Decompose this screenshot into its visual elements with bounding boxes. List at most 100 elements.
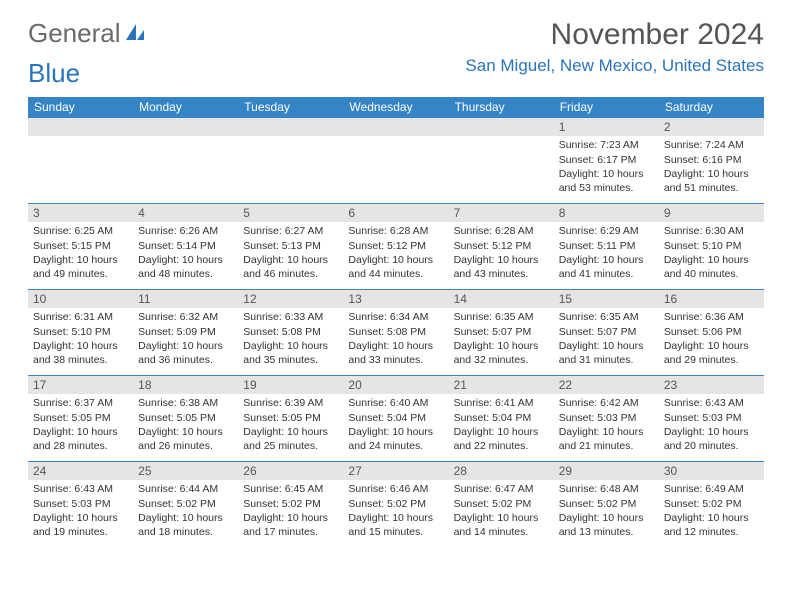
calendar-cell: 8Sunrise: 6:29 AMSunset: 5:11 PMDaylight… bbox=[554, 204, 659, 290]
day-number: 27 bbox=[343, 462, 448, 480]
weekday-header: Friday bbox=[554, 97, 659, 118]
day-number: 4 bbox=[133, 204, 238, 222]
location-subtitle: San Miguel, New Mexico, United States bbox=[465, 56, 764, 76]
day-data: Sunrise: 6:36 AMSunset: 5:06 PMDaylight:… bbox=[659, 308, 764, 369]
weekday-header: Thursday bbox=[449, 97, 554, 118]
day-number: 1 bbox=[554, 118, 659, 136]
calendar-cell: 14Sunrise: 6:35 AMSunset: 5:07 PMDayligh… bbox=[449, 290, 554, 376]
day-number: 20 bbox=[343, 376, 448, 394]
calendar-cell: 29Sunrise: 6:48 AMSunset: 5:02 PMDayligh… bbox=[554, 462, 659, 548]
calendar-row: 1Sunrise: 7:23 AMSunset: 6:17 PMDaylight… bbox=[28, 118, 764, 204]
day-data: Sunrise: 6:41 AMSunset: 5:04 PMDaylight:… bbox=[449, 394, 554, 455]
day-data: Sunrise: 6:45 AMSunset: 5:02 PMDaylight:… bbox=[238, 480, 343, 541]
calendar-cell: 16Sunrise: 6:36 AMSunset: 5:06 PMDayligh… bbox=[659, 290, 764, 376]
day-data: Sunrise: 6:43 AMSunset: 5:03 PMDaylight:… bbox=[28, 480, 133, 541]
day-number: 10 bbox=[28, 290, 133, 308]
day-number: 23 bbox=[659, 376, 764, 394]
weekday-header: Sunday bbox=[28, 97, 133, 118]
weekday-header: Monday bbox=[133, 97, 238, 118]
month-title: November 2024 bbox=[465, 18, 764, 52]
day-data: Sunrise: 6:35 AMSunset: 5:07 PMDaylight:… bbox=[449, 308, 554, 369]
day-data: Sunrise: 6:28 AMSunset: 5:12 PMDaylight:… bbox=[449, 222, 554, 283]
day-number: 6 bbox=[343, 204, 448, 222]
weekday-header: Wednesday bbox=[343, 97, 448, 118]
day-data: Sunrise: 6:49 AMSunset: 5:02 PMDaylight:… bbox=[659, 480, 764, 541]
calendar-cell bbox=[238, 118, 343, 204]
day-number: 14 bbox=[449, 290, 554, 308]
title-block: November 2024 San Miguel, New Mexico, Un… bbox=[465, 18, 764, 76]
calendar-cell: 20Sunrise: 6:40 AMSunset: 5:04 PMDayligh… bbox=[343, 376, 448, 462]
day-number-empty bbox=[28, 118, 133, 136]
day-number: 11 bbox=[133, 290, 238, 308]
day-data: Sunrise: 6:48 AMSunset: 5:02 PMDaylight:… bbox=[554, 480, 659, 541]
day-number: 24 bbox=[28, 462, 133, 480]
day-data: Sunrise: 6:30 AMSunset: 5:10 PMDaylight:… bbox=[659, 222, 764, 283]
day-number-empty bbox=[343, 118, 448, 136]
day-number: 15 bbox=[554, 290, 659, 308]
day-number: 2 bbox=[659, 118, 764, 136]
calendar-cell: 2Sunrise: 7:24 AMSunset: 6:16 PMDaylight… bbox=[659, 118, 764, 204]
calendar-cell: 26Sunrise: 6:45 AMSunset: 5:02 PMDayligh… bbox=[238, 462, 343, 548]
calendar-row: 17Sunrise: 6:37 AMSunset: 5:05 PMDayligh… bbox=[28, 376, 764, 462]
day-data: Sunrise: 6:27 AMSunset: 5:13 PMDaylight:… bbox=[238, 222, 343, 283]
day-data: Sunrise: 6:26 AMSunset: 5:14 PMDaylight:… bbox=[133, 222, 238, 283]
calendar-row: 24Sunrise: 6:43 AMSunset: 5:03 PMDayligh… bbox=[28, 462, 764, 548]
day-number: 5 bbox=[238, 204, 343, 222]
calendar-cell: 18Sunrise: 6:38 AMSunset: 5:05 PMDayligh… bbox=[133, 376, 238, 462]
day-number: 30 bbox=[659, 462, 764, 480]
day-number: 21 bbox=[449, 376, 554, 394]
calendar-cell: 23Sunrise: 6:43 AMSunset: 5:03 PMDayligh… bbox=[659, 376, 764, 462]
day-data: Sunrise: 7:23 AMSunset: 6:17 PMDaylight:… bbox=[554, 136, 659, 197]
day-number: 29 bbox=[554, 462, 659, 480]
weekday-header: Tuesday bbox=[238, 97, 343, 118]
calendar-cell: 6Sunrise: 6:28 AMSunset: 5:12 PMDaylight… bbox=[343, 204, 448, 290]
weekday-header: Saturday bbox=[659, 97, 764, 118]
day-data: Sunrise: 6:43 AMSunset: 5:03 PMDaylight:… bbox=[659, 394, 764, 455]
day-number: 12 bbox=[238, 290, 343, 308]
day-data: Sunrise: 6:37 AMSunset: 5:05 PMDaylight:… bbox=[28, 394, 133, 455]
day-data: Sunrise: 6:32 AMSunset: 5:09 PMDaylight:… bbox=[133, 308, 238, 369]
day-data: Sunrise: 6:34 AMSunset: 5:08 PMDaylight:… bbox=[343, 308, 448, 369]
logo-text-blue: Blue bbox=[28, 58, 80, 89]
calendar-row: 3Sunrise: 6:25 AMSunset: 5:15 PMDaylight… bbox=[28, 204, 764, 290]
day-number: 18 bbox=[133, 376, 238, 394]
calendar-cell: 7Sunrise: 6:28 AMSunset: 5:12 PMDaylight… bbox=[449, 204, 554, 290]
logo-text-gray: General bbox=[28, 18, 121, 49]
day-data: Sunrise: 6:35 AMSunset: 5:07 PMDaylight:… bbox=[554, 308, 659, 369]
calendar-cell: 30Sunrise: 6:49 AMSunset: 5:02 PMDayligh… bbox=[659, 462, 764, 548]
calendar-header-row: SundayMondayTuesdayWednesdayThursdayFrid… bbox=[28, 97, 764, 118]
logo-sail-icon bbox=[124, 18, 146, 49]
day-data: Sunrise: 6:42 AMSunset: 5:03 PMDaylight:… bbox=[554, 394, 659, 455]
day-number-empty bbox=[133, 118, 238, 136]
day-data: Sunrise: 6:47 AMSunset: 5:02 PMDaylight:… bbox=[449, 480, 554, 541]
calendar-cell: 28Sunrise: 6:47 AMSunset: 5:02 PMDayligh… bbox=[449, 462, 554, 548]
calendar-cell bbox=[28, 118, 133, 204]
calendar-cell: 25Sunrise: 6:44 AMSunset: 5:02 PMDayligh… bbox=[133, 462, 238, 548]
calendar-cell: 5Sunrise: 6:27 AMSunset: 5:13 PMDaylight… bbox=[238, 204, 343, 290]
calendar-cell bbox=[133, 118, 238, 204]
day-number: 19 bbox=[238, 376, 343, 394]
day-data: Sunrise: 6:31 AMSunset: 5:10 PMDaylight:… bbox=[28, 308, 133, 369]
calendar-cell: 9Sunrise: 6:30 AMSunset: 5:10 PMDaylight… bbox=[659, 204, 764, 290]
calendar-cell: 4Sunrise: 6:26 AMSunset: 5:14 PMDaylight… bbox=[133, 204, 238, 290]
calendar-cell: 21Sunrise: 6:41 AMSunset: 5:04 PMDayligh… bbox=[449, 376, 554, 462]
calendar-cell: 22Sunrise: 6:42 AMSunset: 5:03 PMDayligh… bbox=[554, 376, 659, 462]
day-data: Sunrise: 6:40 AMSunset: 5:04 PMDaylight:… bbox=[343, 394, 448, 455]
day-number: 17 bbox=[28, 376, 133, 394]
calendar-table: SundayMondayTuesdayWednesdayThursdayFrid… bbox=[28, 97, 764, 548]
day-number: 8 bbox=[554, 204, 659, 222]
calendar-cell: 11Sunrise: 6:32 AMSunset: 5:09 PMDayligh… bbox=[133, 290, 238, 376]
calendar-cell: 3Sunrise: 6:25 AMSunset: 5:15 PMDaylight… bbox=[28, 204, 133, 290]
day-data: Sunrise: 6:39 AMSunset: 5:05 PMDaylight:… bbox=[238, 394, 343, 455]
day-number-empty bbox=[238, 118, 343, 136]
calendar-cell: 27Sunrise: 6:46 AMSunset: 5:02 PMDayligh… bbox=[343, 462, 448, 548]
calendar-cell bbox=[449, 118, 554, 204]
day-number: 9 bbox=[659, 204, 764, 222]
calendar-body: 1Sunrise: 7:23 AMSunset: 6:17 PMDaylight… bbox=[28, 118, 764, 548]
logo: General bbox=[28, 18, 147, 49]
day-number-empty bbox=[449, 118, 554, 136]
calendar-cell: 10Sunrise: 6:31 AMSunset: 5:10 PMDayligh… bbox=[28, 290, 133, 376]
calendar-row: 10Sunrise: 6:31 AMSunset: 5:10 PMDayligh… bbox=[28, 290, 764, 376]
calendar-cell: 24Sunrise: 6:43 AMSunset: 5:03 PMDayligh… bbox=[28, 462, 133, 548]
day-number: 3 bbox=[28, 204, 133, 222]
